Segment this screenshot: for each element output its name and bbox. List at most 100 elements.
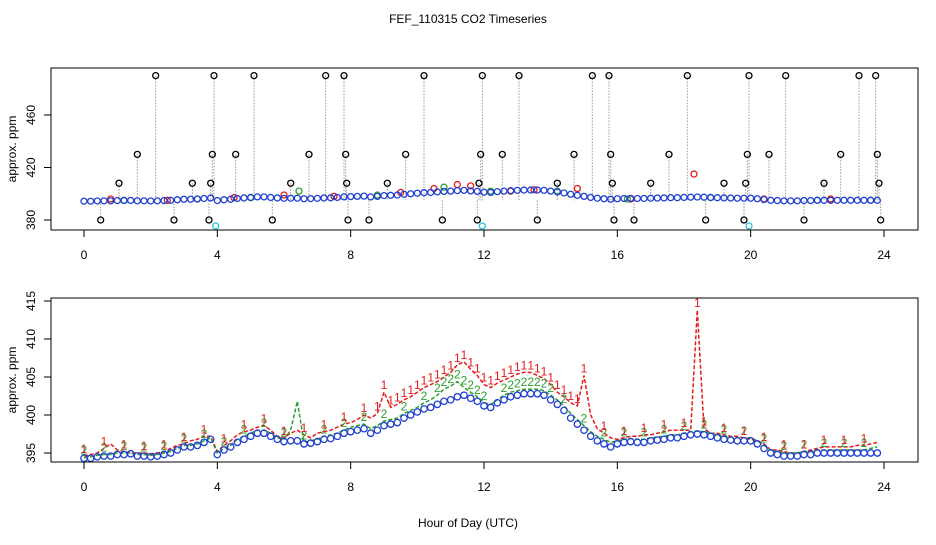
bottom-point-series-3: [133, 452, 142, 460]
top-point-blue: [293, 194, 301, 202]
bottom-point-series-3: [506, 392, 515, 401]
top-point-blue: [480, 188, 488, 196]
bottom-point-series-3: [520, 389, 528, 398]
bottom-point-label-series-1: 1: [161, 437, 168, 451]
top-x-tick-label: 12: [477, 248, 491, 262]
bottom-point-label-series-2: 2: [514, 377, 521, 391]
top-point-blue: [100, 197, 108, 205]
top-point-black: [533, 216, 541, 224]
bottom-point-label-series-1: 1: [341, 410, 348, 424]
top-point-black: [608, 179, 616, 187]
bottom-point-series-3: [733, 436, 742, 445]
bottom-x-tick-label: 24: [877, 480, 891, 494]
top-point-blue: [840, 196, 848, 204]
top-point-blue: [507, 186, 515, 195]
bottom-point-series-3: [360, 424, 368, 433]
bottom-point-series-3: [686, 430, 695, 439]
bottom-point-label-series-2: 2: [434, 381, 441, 395]
top-point-blue: [107, 197, 115, 205]
top-point-blue: [93, 197, 101, 205]
bottom-point-series-3: [173, 446, 182, 454]
top-point-blue: [700, 193, 708, 201]
top-point-black: [170, 216, 178, 224]
top-point-cyan: [212, 222, 220, 230]
top-point-blue: [807, 196, 815, 205]
bottom-point-label-series-2: 2: [441, 375, 448, 389]
top-point-blue: [767, 196, 775, 204]
top-point-black: [630, 216, 638, 224]
bottom-y-axis-title: approx. ppm: [5, 347, 19, 414]
bottom-point-label-series-2: 2: [761, 431, 768, 445]
bottom-point-series-3: [500, 395, 508, 404]
top-point-blue: [600, 195, 608, 203]
top-point-cyan: [745, 222, 753, 230]
top-point-black: [702, 216, 710, 224]
top-point-blue: [413, 189, 421, 197]
bottom-point-label-series-2: 2: [241, 422, 248, 436]
bottom-point-label-series-2: 2: [661, 422, 668, 436]
top-point-black: [365, 216, 373, 224]
bottom-point-series-3: [493, 398, 502, 407]
bottom-point-label-series-1: 1: [561, 383, 568, 397]
top-point-black: [742, 179, 750, 187]
top-point-blue: [773, 196, 781, 205]
bottom-point-series-3: [553, 400, 562, 409]
top-point-blue: [167, 196, 175, 204]
top-point-blue: [733, 194, 741, 202]
top-point-blue: [320, 194, 328, 202]
bottom-point-label-series-1: 1: [281, 424, 288, 438]
top-point-blue: [333, 193, 341, 202]
top-point-blue: [847, 196, 855, 204]
top-point-black: [97, 216, 105, 224]
bottom-point-series-3: [706, 432, 715, 441]
bottom-point-series-3: [340, 429, 348, 438]
bottom-point-label-series-2: 2: [181, 431, 188, 445]
bottom-point-label-series-1: 1: [514, 360, 521, 374]
bottom-point-series-3: [473, 397, 482, 406]
bottom-point-series-3: [866, 449, 875, 457]
bottom-point-series-3: [533, 389, 542, 398]
bottom-point-series-3: [313, 437, 322, 446]
top-point-black: [475, 179, 483, 187]
top-point-black: [287, 179, 295, 187]
bottom-point-series-3: [673, 433, 682, 442]
bottom-point-series-3: [260, 429, 268, 438]
top-point-blue: [720, 194, 728, 202]
bottom-point-label-series-1: 1: [574, 392, 581, 406]
bottom-point-series-3: [693, 430, 702, 438]
bottom-point-label-series-1: 1: [527, 358, 534, 372]
top-point-black: [402, 150, 410, 159]
top-point-blue: [680, 193, 688, 202]
top-point-blue: [567, 190, 575, 198]
bottom-point-series-3: [226, 443, 235, 451]
bottom-point-label-series-1: 1: [474, 361, 481, 375]
top-point-blue: [580, 192, 588, 201]
bottom-point-series-3: [426, 403, 435, 412]
top-point-blue: [420, 189, 428, 197]
top-plot-frame: [50, 67, 919, 231]
bottom-point-label-series-1: 1: [721, 421, 728, 435]
bottom-point-label-series-2: 2: [321, 422, 328, 436]
top-point-blue: [213, 196, 221, 205]
top-point-blue: [280, 194, 288, 202]
top-point-blue: [327, 194, 335, 202]
top-point-red: [467, 182, 475, 190]
top-point-blue: [640, 194, 648, 203]
top-x-tick-label: 24: [877, 248, 891, 262]
top-point-red: [330, 192, 338, 201]
top-point-black: [740, 216, 748, 224]
bottom-point-label-series-1: 1: [447, 358, 454, 372]
top-point-red: [453, 180, 461, 189]
bottom-point-series-3: [166, 449, 175, 457]
bottom-point-series-3: [200, 438, 208, 447]
top-point-blue: [427, 188, 435, 197]
bottom-point-label-series-1: 1: [401, 386, 408, 400]
top-point-black: [800, 216, 808, 224]
bottom-point-series-3: [846, 449, 855, 457]
top-x-tick-label: 8: [347, 248, 354, 262]
top-point-blue: [220, 196, 228, 204]
top-point-blue: [207, 194, 215, 202]
bottom-point-label-series-1: 1: [547, 371, 554, 385]
bottom-point-series-3: [466, 394, 475, 403]
